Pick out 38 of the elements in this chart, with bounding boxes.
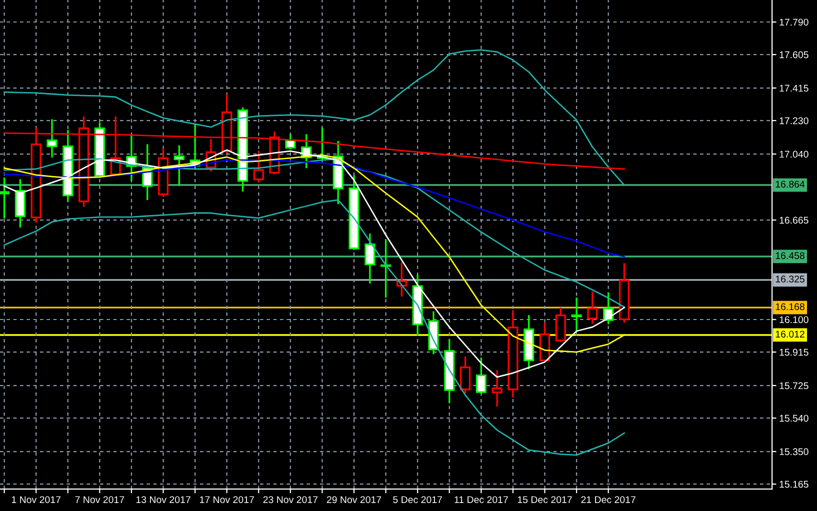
y-tick-label: 16.665 [780,216,808,224]
x-tick-label: 29 Nov 2017 [326,496,382,504]
y-tick-label: 17.790 [780,18,808,26]
candlestick [492,370,502,407]
ref-line-label: 16.458 [776,252,804,260]
ref-line-label: 16.325 [776,276,804,283]
x-tick-label: 7 Nov 2017 [75,496,124,504]
ref-line-label: 16.864 [776,180,805,188]
x-tick-label: 17 Nov 2017 [200,496,254,504]
y-tick-label: 15.165 [780,480,808,488]
y-tick-label: 15.540 [780,414,808,422]
y-tick-label: 15.350 [780,448,808,456]
candlestick [364,233,376,284]
candlestick [587,292,598,324]
x-tick-label: 15 Dec 2017 [518,496,572,504]
ref-line-label: 16.168 [776,303,804,310]
candlestick [380,239,392,298]
y-tick-label: 17.415 [780,84,808,92]
ref-line-label: 16.012 [776,330,804,338]
y-tick-label: 15.725 [780,382,808,390]
x-tick-label: 5 Dec 2017 [393,496,442,504]
y-tick-label: 15.915 [780,348,808,356]
y-tick-label: 17.230 [780,117,808,124]
x-tick-label: 21 Dec 2017 [581,496,636,504]
candlestick [253,150,264,183]
y-tick-label: 16.100 [780,316,808,324]
x-tick-label: 13 Nov 2017 [136,496,190,504]
x-tick-label: 11 Dec 2017 [454,496,508,504]
line-series [4,49,625,186]
y-tick-label: 17.040 [780,150,808,158]
candlestick [460,356,471,394]
x-tick-label: 23 Nov 2017 [263,496,318,504]
candlestick [571,298,582,332]
x-tick-label: 1 Nov 2017 [12,496,60,504]
y-tick-label: 17.605 [780,51,808,58]
candlestick [603,292,614,324]
candlestick [46,119,58,158]
line-series [4,199,625,456]
